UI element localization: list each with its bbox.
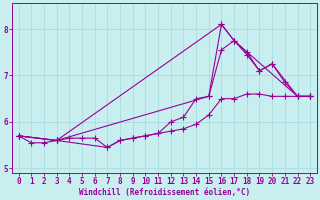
- X-axis label: Windchill (Refroidissement éolien,°C): Windchill (Refroidissement éolien,°C): [79, 188, 250, 197]
